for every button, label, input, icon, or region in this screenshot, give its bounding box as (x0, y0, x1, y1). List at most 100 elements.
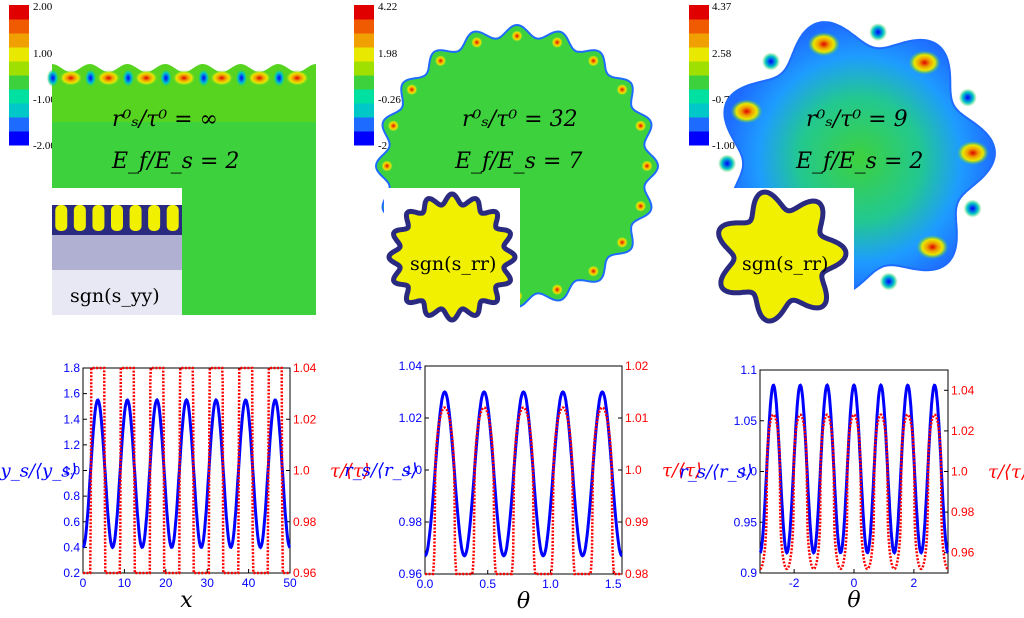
stress-hotspot (956, 140, 989, 165)
x-axis-label: θ (847, 588, 860, 613)
colorbar-segment (354, 89, 374, 104)
colorbar-1-low: -1.00 (33, 94, 56, 106)
colorbar-2-max: 4.22 (378, 1, 397, 13)
y-right-tick-label: 1.0 (293, 464, 310, 478)
y-right-tick-label: 1.04 (293, 361, 317, 375)
colorbar-segment (689, 61, 709, 76)
stress-hotspot (634, 200, 647, 213)
x-tick-label: 40 (242, 576, 256, 590)
inset-1-label: sgn(s_yy) (70, 285, 160, 307)
colorbar-3-max: 4.37 (712, 1, 732, 13)
inset-1-bump (148, 205, 161, 231)
stress-hotspot (134, 70, 159, 86)
colorbar-2-low: -0.26 (378, 94, 401, 106)
colorbar-segment (354, 33, 374, 48)
stress-hotspot (587, 265, 600, 278)
stress-coldspot (84, 69, 97, 87)
colorbar-segment (689, 47, 709, 62)
chart-2: 0.0 0.5 1.0 1.5 0.96 0.98 1.0 1.02 1.04 0.98 0.99 1… (344, 359, 702, 614)
series-stress-line (83, 366, 290, 575)
stress-coldspot (160, 69, 172, 87)
y-right-tick-label: 0.99 (625, 515, 649, 529)
y-left-tick-label: 0.96 (399, 567, 423, 581)
colorbar-segment (9, 5, 29, 20)
stress-coldspot (958, 88, 977, 107)
stress-hotspot (209, 70, 234, 86)
y-left-tick-label: 1.0 (405, 463, 422, 477)
stress-coldspot (718, 154, 737, 173)
x-tick-label: 0 (80, 576, 87, 590)
x-tick-label: 1.0 (542, 577, 559, 591)
stress-hotspot (616, 236, 629, 249)
stress-hotspot (641, 160, 653, 172)
y-right-tick-label: 1.0 (951, 465, 968, 479)
colorbar-segment (9, 131, 29, 146)
y-left-tick-label: 0.98 (399, 515, 423, 529)
y-right-tick-label: 0.96 (293, 566, 317, 580)
inset-1-bump (55, 205, 68, 231)
inset-1-bump (166, 205, 179, 231)
y-left-tick-label: 1.8 (63, 361, 80, 375)
stress-hotspot (616, 83, 629, 96)
series-geometry-line (424, 390, 623, 558)
stress-coldspot (273, 69, 286, 87)
x-tick-label: 0.5 (479, 577, 496, 591)
series-stress-line (759, 413, 949, 571)
line-charts: 0 10 20 30 40 500.20.40.60.81.01.21.41.61.80.… (0, 359, 1024, 614)
colorbar-1-max: 2.00 (33, 1, 53, 13)
y-left-tick-label: 1.1 (740, 363, 757, 377)
chart-3: -2 0 2 0.9 0.95 1.0 1.05 1.1 0.96 0.98 1.0 1.02 1.04… (679, 363, 1024, 613)
y-left-axis-label: r_s/⟨r_s⟩ (344, 460, 418, 481)
colorbar-1-min: -2.00 (33, 140, 56, 152)
colorbar-segment (689, 89, 709, 104)
inset-1-bump (92, 205, 105, 231)
stress-hotspot (387, 119, 400, 132)
y-right-tick-label: 1.02 (625, 359, 649, 373)
colorbar-segment (689, 19, 709, 34)
stress-hotspot (247, 70, 272, 86)
y-left-tick-label: 1.04 (399, 359, 423, 373)
y-left-axis-label: y_s/⟨y_s⟩ (0, 461, 77, 482)
colorbar-segment (354, 5, 374, 20)
y-left-tick-label: 1.6 (63, 387, 80, 401)
y-right-tick-label: 1.02 (951, 424, 975, 438)
x-tick-label: 50 (283, 576, 297, 590)
colorbar-segment (689, 117, 709, 132)
stress-hotspot (908, 50, 941, 75)
y-left-tick-label: 1.02 (399, 411, 423, 425)
y-left-tick-label: 0.4 (63, 540, 80, 554)
stress-hotspot (916, 235, 949, 260)
colorbar-segment (9, 47, 29, 62)
stress-coldspot (235, 69, 248, 87)
stress-hotspot (96, 70, 121, 86)
x-axis-label: θ (517, 589, 530, 614)
colorbar-segment (689, 103, 709, 118)
x-tick-label: 10 (118, 576, 132, 590)
colorbar-segment (354, 75, 374, 90)
colorbar-3-mid: 2.58 (712, 48, 732, 60)
y-right-axis-label: τ/⟨τ⟩ (330, 461, 370, 482)
stress-coldspot (869, 23, 888, 42)
colorbar-segment (9, 75, 29, 90)
stress-hotspot (551, 283, 564, 296)
y-right-tick-label: 0.96 (951, 546, 975, 560)
stress-hotspot (634, 119, 647, 132)
inset-1: sgn(s_yy) (52, 205, 182, 315)
stress-hotspot (587, 54, 600, 67)
colorbar-segment (9, 61, 29, 76)
panel-3-modulus: E_f/E_s = 2 (795, 149, 923, 174)
colorbar-segment (354, 61, 374, 76)
stress-hotspot (405, 83, 418, 96)
y-left-tick-label: 1.0 (740, 465, 757, 479)
y-left-tick-label: 1.05 (734, 414, 758, 428)
stress-hotspot (172, 70, 196, 86)
stress-hotspot (381, 160, 393, 172)
inset-2-label: sgn(s_rr) (410, 253, 496, 275)
y-left-tick-label: 0.6 (63, 515, 80, 529)
inset-1-bump (129, 205, 142, 231)
x-tick-label: 1.5 (605, 577, 622, 591)
y-left-tick-label: 0.9 (740, 566, 757, 580)
stress-hotspot (511, 30, 523, 42)
y-right-tick-label: 0.98 (951, 505, 975, 519)
